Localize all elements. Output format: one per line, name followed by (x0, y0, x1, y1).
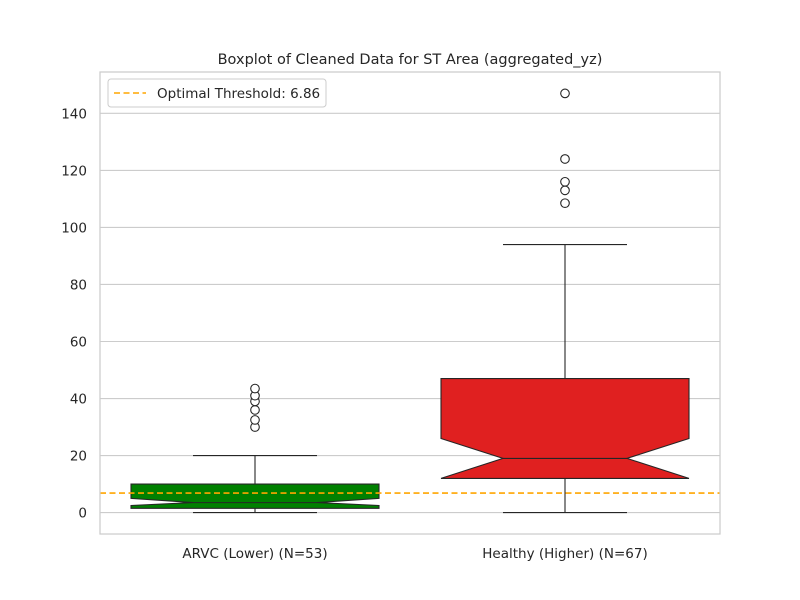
y-tick-label: 80 (70, 277, 87, 293)
box-body (130, 483, 380, 509)
y-tick-label: 100 (61, 220, 87, 236)
outlier-point (560, 88, 570, 99)
plot-area (99, 71, 721, 535)
x-category-label: ARVC (Lower) (N=53) (182, 546, 327, 562)
plot-frame (99, 71, 721, 535)
legend-box (107, 78, 327, 108)
outlier-point (560, 185, 570, 196)
y-tick-label: 60 (70, 335, 87, 351)
y-tick-label: 140 (61, 106, 87, 122)
outlier-point (560, 198, 570, 209)
outlier-point (250, 383, 260, 394)
legend: Optimal Threshold: 6.86 (107, 78, 327, 108)
y-tick-label: 120 (61, 163, 87, 179)
box-series (130, 88, 690, 514)
outlier-point (560, 176, 570, 187)
box-body (440, 378, 690, 479)
x-category-label: Healthy (Higher) (N=67) (482, 546, 647, 562)
chart-title: Boxplot of Cleaned Data for ST Area (agg… (218, 52, 603, 68)
y-tick-label: 20 (70, 449, 87, 465)
x-axis-labels: ARVC (Lower) (N=53) Healthy (Higher) (N=6… (182, 546, 647, 562)
legend-threshold-label: Optimal Threshold: 6.86 (157, 86, 320, 102)
y-tick-label: 0 (78, 506, 87, 522)
outlier-point (250, 415, 260, 425)
y-tick-label: 40 (70, 392, 87, 408)
outlier-point (560, 154, 570, 164)
outlier-point (250, 405, 260, 415)
y-axis-ticks: 0 20 40 60 80 100 120 140 (61, 106, 87, 521)
